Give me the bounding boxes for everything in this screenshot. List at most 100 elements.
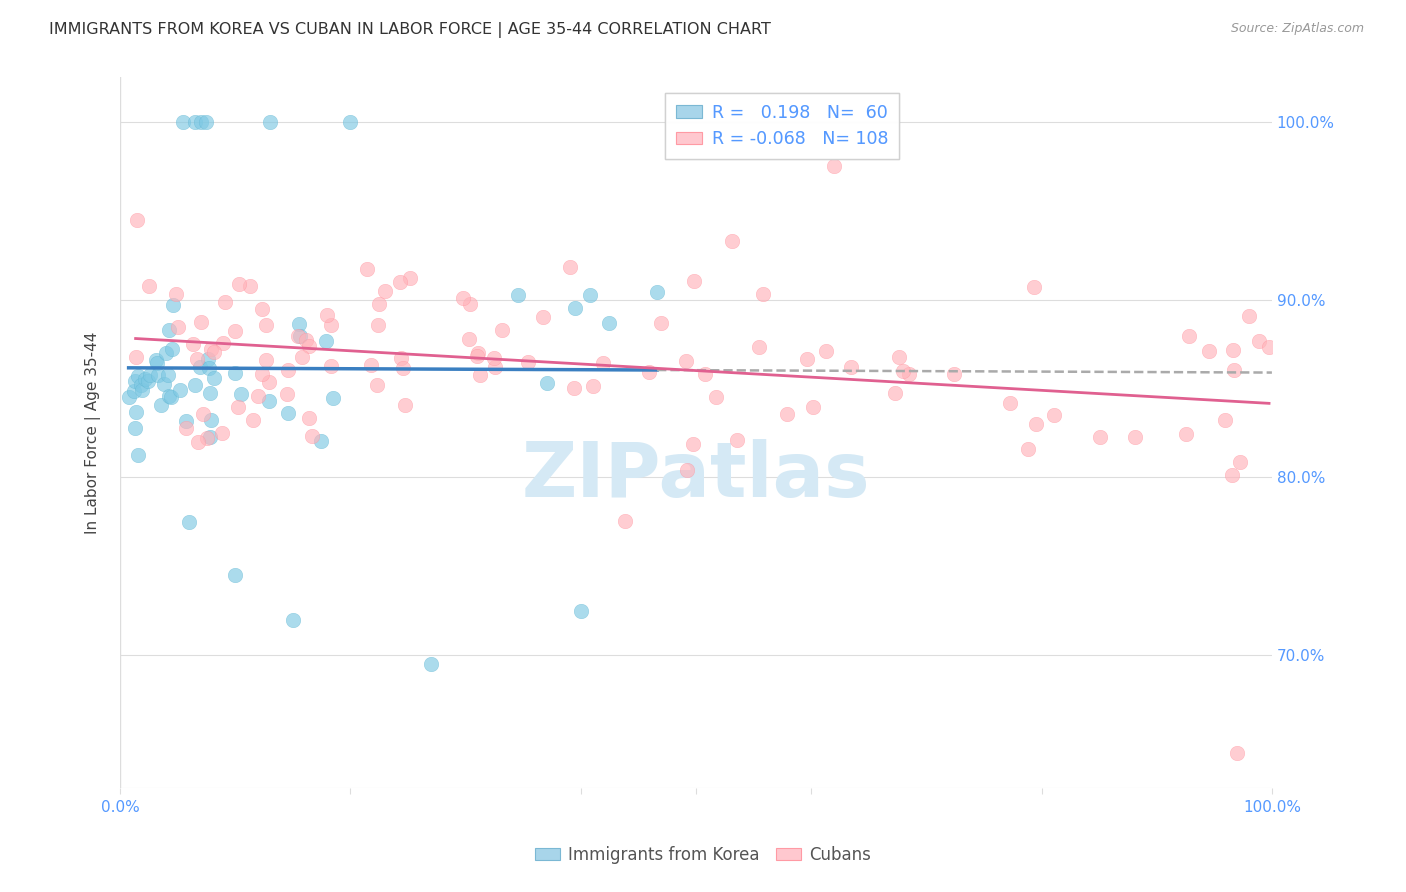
Point xyxy=(290,328,312,343)
Point xyxy=(127,212,149,227)
Point xyxy=(1017,442,1039,457)
Point xyxy=(301,428,323,442)
Point xyxy=(169,383,191,397)
Point xyxy=(127,448,149,462)
Point xyxy=(281,613,304,627)
Point xyxy=(122,384,145,398)
Point xyxy=(288,317,311,331)
Point xyxy=(1025,417,1047,431)
Point xyxy=(562,381,585,395)
Point xyxy=(172,115,194,129)
Point xyxy=(796,352,818,367)
Point xyxy=(174,414,197,428)
Point xyxy=(200,413,222,427)
Point xyxy=(682,437,704,451)
Point xyxy=(226,401,249,415)
Point xyxy=(197,361,219,376)
Point xyxy=(581,378,603,392)
Point xyxy=(186,351,208,366)
Point xyxy=(484,359,506,374)
Point xyxy=(146,356,169,370)
Point xyxy=(129,378,152,392)
Point xyxy=(598,316,620,330)
Point xyxy=(319,359,342,373)
Point xyxy=(159,390,181,404)
Point xyxy=(200,342,222,356)
Point xyxy=(157,368,180,383)
Point xyxy=(645,285,668,300)
Point xyxy=(374,284,396,298)
Point xyxy=(202,371,225,385)
Point xyxy=(468,368,491,382)
Legend: R =   0.198   N=  60, R = -0.068   N= 108: R = 0.198 N= 60, R = -0.068 N= 108 xyxy=(665,94,900,159)
Point xyxy=(188,359,211,374)
Point xyxy=(453,291,475,305)
Point xyxy=(748,340,770,354)
Point xyxy=(650,316,672,330)
Point xyxy=(195,431,218,445)
Point xyxy=(368,297,391,311)
Point xyxy=(250,301,273,316)
Point xyxy=(187,434,209,449)
Point xyxy=(725,433,748,447)
Point xyxy=(136,374,159,388)
Point xyxy=(211,335,233,350)
Point xyxy=(751,287,773,301)
Point xyxy=(322,391,344,405)
Point xyxy=(394,398,416,412)
Point xyxy=(198,386,221,401)
Point xyxy=(198,430,221,444)
Legend: Immigrants from Korea, Cubans: Immigrants from Korea, Cubans xyxy=(529,839,877,871)
Point xyxy=(564,301,586,315)
Point xyxy=(190,115,212,129)
Point xyxy=(1174,426,1197,441)
Point xyxy=(190,315,212,329)
Point xyxy=(211,425,233,440)
Point xyxy=(298,339,321,353)
Point xyxy=(389,351,412,365)
Point xyxy=(259,115,281,129)
Point xyxy=(277,406,299,420)
Point xyxy=(291,351,314,365)
Point xyxy=(315,334,337,349)
Point xyxy=(531,310,554,324)
Point xyxy=(202,344,225,359)
Point xyxy=(184,377,207,392)
Point xyxy=(167,320,190,334)
Point xyxy=(569,604,592,618)
Point xyxy=(309,434,332,448)
Point xyxy=(224,366,246,380)
Text: 100.0%: 100.0% xyxy=(1243,799,1301,814)
Point xyxy=(776,407,799,421)
Point xyxy=(138,278,160,293)
Point xyxy=(898,367,921,381)
Point xyxy=(165,286,187,301)
Point xyxy=(889,350,911,364)
Point xyxy=(246,389,269,403)
Text: IMMIGRANTS FROM KOREA VS CUBAN IN LABOR FORCE | AGE 35-44 CORRELATION CHART: IMMIGRANTS FROM KOREA VS CUBAN IN LABOR … xyxy=(49,22,770,38)
Point xyxy=(127,369,149,384)
Point xyxy=(516,355,538,369)
Point xyxy=(174,421,197,435)
Point xyxy=(392,360,415,375)
Point xyxy=(124,420,146,434)
Point xyxy=(254,353,277,368)
Point xyxy=(883,386,905,401)
Point xyxy=(295,333,318,347)
Point xyxy=(179,515,201,529)
Point xyxy=(467,345,489,359)
Point xyxy=(578,287,600,301)
Point xyxy=(815,343,838,358)
Point xyxy=(257,375,280,389)
Point xyxy=(195,115,218,129)
Point xyxy=(124,374,146,388)
Point xyxy=(228,277,250,291)
Point xyxy=(162,343,184,357)
Point xyxy=(465,349,488,363)
Point xyxy=(704,390,727,404)
Point xyxy=(1226,746,1249,760)
Point xyxy=(287,328,309,343)
Point xyxy=(675,354,697,368)
Point xyxy=(693,367,716,381)
Point xyxy=(152,376,174,391)
